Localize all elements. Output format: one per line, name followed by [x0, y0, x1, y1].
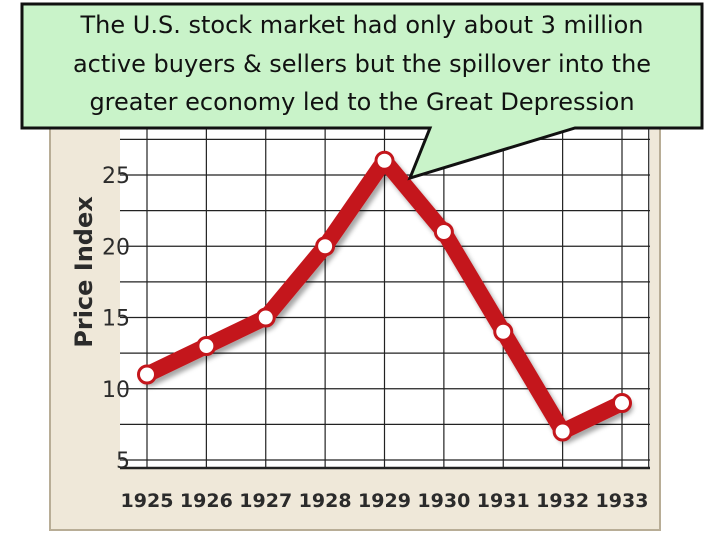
y-tick-label: 10 — [102, 378, 130, 403]
data-point — [374, 150, 395, 171]
data-point — [552, 421, 573, 442]
x-tick-label: 1933 — [596, 490, 649, 512]
y-axis-label: Price Index — [70, 196, 98, 348]
callout-line-1: The U.S. stock market had only about 3 m… — [80, 11, 644, 39]
data-point — [137, 364, 157, 385]
x-tick-label: 1931 — [477, 490, 530, 512]
y-tick-labels: 5 10 15 20 25 — [102, 164, 130, 474]
x-tick-label: 1929 — [358, 490, 411, 512]
data-point — [493, 321, 514, 342]
series-group — [137, 150, 632, 442]
data-point — [255, 307, 276, 328]
callout-line-3: greater economy led to the Great Depress… — [89, 88, 634, 116]
x-tick-label: 1925 — [121, 490, 174, 512]
data-point — [433, 222, 454, 242]
y-tick-label: 25 — [102, 164, 130, 189]
callout-bubble — [20, 2, 704, 181]
x-tick-label: 1928 — [299, 490, 352, 512]
callout: The U.S. stock market had only about 3 m… — [20, 2, 704, 181]
y-tick-label: 20 — [102, 235, 130, 260]
data-point — [612, 393, 632, 413]
data-point — [196, 336, 217, 356]
x-tick-label: 1930 — [417, 490, 470, 512]
x-tick-label: 1926 — [180, 490, 233, 512]
y-tick-label: 15 — [102, 307, 130, 332]
x-tick-label: 1927 — [239, 490, 292, 512]
x-tick-label: 1932 — [536, 490, 589, 512]
x-tick-labels: 1925 1926 1927 1928 1929 1930 1931 1932 1933 — [121, 490, 649, 512]
callout-line-2: active buyers & sellers but the spillove… — [73, 50, 651, 78]
y-tick-label: 5 — [116, 449, 130, 474]
data-point — [315, 236, 336, 257]
